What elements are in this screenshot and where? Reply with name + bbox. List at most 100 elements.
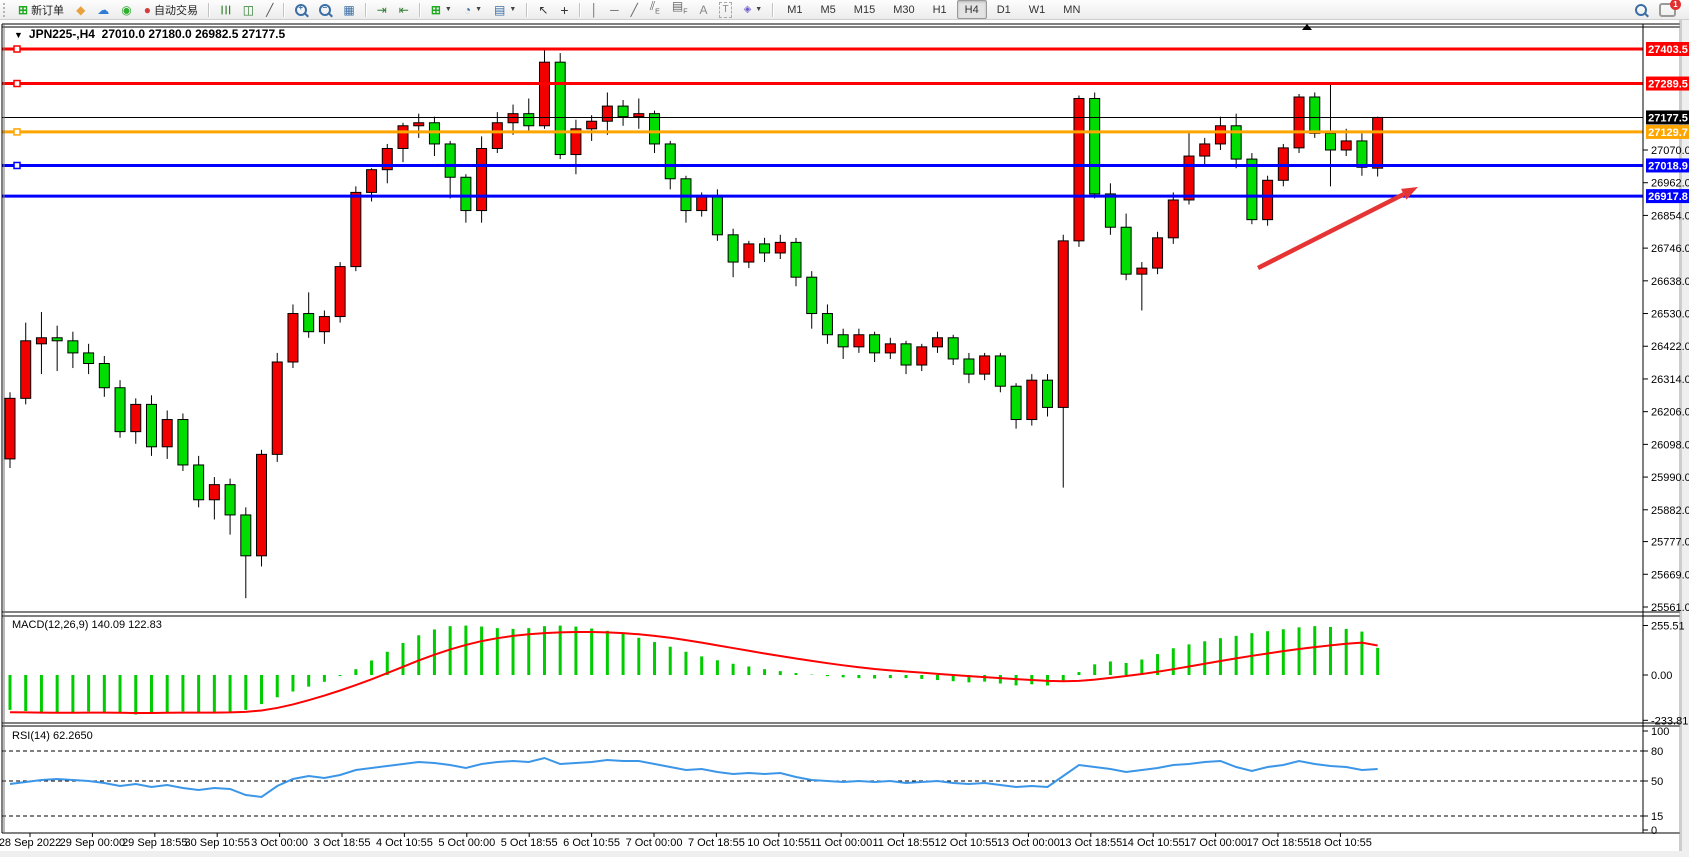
templates-button[interactable]: ▤ ▼ bbox=[489, 0, 521, 19]
candle-up bbox=[4, 397, 16, 460]
new-order-button[interactable]: ⊞ 新订单 bbox=[13, 0, 69, 19]
line-handle[interactable] bbox=[13, 79, 21, 88]
time-tick-label: 30 Sep 10:55 bbox=[184, 837, 249, 849]
candle-up bbox=[586, 120, 598, 130]
tab-timeframe-M5[interactable]: M5 bbox=[820, 3, 836, 16]
candle-down bbox=[114, 387, 126, 433]
candle-down bbox=[947, 337, 959, 360]
toolbar: ⊞ 新订单 ◆ ☁ ◉ ● 自动交易 ☰ ◫ ╱ + − bbox=[0, 0, 1689, 20]
text-button[interactable]: A bbox=[694, 0, 712, 19]
candle-down bbox=[240, 514, 252, 557]
line-handle[interactable] bbox=[13, 45, 21, 53]
rsi-scale-label: 15 bbox=[1651, 811, 1663, 823]
candle-down bbox=[821, 313, 833, 336]
periods-button[interactable]: ◔ ▼ bbox=[459, 0, 487, 19]
rsi-panel bbox=[2, 750, 1643, 817]
new-order-label: 新订单 bbox=[31, 4, 65, 17]
trend-arrow-head[interactable] bbox=[1401, 187, 1418, 200]
candle-up bbox=[397, 125, 409, 149]
price-badge-label: 27403.5 bbox=[1648, 44, 1688, 56]
timeframe-group: M1 M5 M15 M30 H1 H4 D1 W1 MN bbox=[778, 0, 1089, 19]
tab-timeframe-MN[interactable]: MN bbox=[1063, 3, 1081, 16]
auto-scroll-button[interactable]: ⇥ bbox=[372, 0, 392, 19]
candle-down bbox=[1120, 226, 1132, 275]
line-handle[interactable] bbox=[13, 161, 21, 170]
chart-shift-marker[interactable] bbox=[1302, 24, 1312, 30]
signals-icon: ◉ bbox=[121, 2, 132, 17]
notification-badge: 1 bbox=[1670, 0, 1681, 10]
candle-down bbox=[193, 464, 205, 501]
trendline-button[interactable]: ╱ bbox=[626, 0, 643, 19]
price-tick-label: 25777.0 bbox=[1651, 537, 1689, 549]
profile-button[interactable]: ☁ bbox=[92, 0, 114, 19]
arrows-shapes-button[interactable]: ◈ ▼ bbox=[739, 0, 768, 19]
tab-timeframe-M30[interactable]: M30 bbox=[893, 3, 915, 16]
line-handle[interactable] bbox=[13, 128, 21, 136]
horizontal-line-icon: ─ bbox=[610, 2, 619, 17]
candle-down bbox=[963, 358, 975, 375]
candle-down bbox=[554, 61, 566, 156]
equidistant-channel-button[interactable]: ⫽E bbox=[645, 0, 665, 19]
notifications-button[interactable]: 1 bbox=[1654, 0, 1681, 19]
macd-indicator-label: MACD(12,26,9) 140.09 122.83 bbox=[12, 619, 162, 631]
candle-up bbox=[916, 346, 928, 366]
text-label-icon: T bbox=[719, 1, 732, 18]
new-chart-button[interactable]: ◆ bbox=[71, 0, 90, 19]
cursor-icon: ↖ bbox=[538, 2, 549, 17]
zoom-in-button[interactable]: + bbox=[290, 0, 312, 19]
line-chart-icon: ╱ bbox=[266, 2, 274, 17]
candle-down bbox=[1010, 385, 1022, 421]
macd-signal-line bbox=[9, 630, 1378, 714]
signals-button[interactable]: ◉ bbox=[116, 0, 136, 19]
candle-up bbox=[476, 147, 488, 212]
candle-down bbox=[1309, 96, 1321, 134]
candle-down bbox=[1089, 98, 1101, 195]
price-tick-label: 26962.0 bbox=[1651, 178, 1689, 190]
macd-scale-label: 0.00 bbox=[1651, 670, 1672, 682]
price-badge-label: 27289.5 bbox=[1648, 79, 1688, 91]
bar-chart-button[interactable]: ☰ bbox=[215, 0, 236, 19]
candle-down bbox=[1356, 140, 1368, 168]
right-scrollbar[interactable] bbox=[1681, 20, 1689, 857]
cursor-button[interactable]: ↖ bbox=[533, 0, 553, 19]
tab-timeframe-W1[interactable]: W1 bbox=[1028, 3, 1046, 16]
symbol-dropdown-icon[interactable]: ▼ bbox=[14, 30, 23, 40]
trend-arrow[interactable] bbox=[1256, 192, 1405, 271]
rsi-scale-label: 80 bbox=[1651, 746, 1663, 758]
time-tick-label: 29 Sep 18:55 bbox=[122, 837, 187, 849]
search-button[interactable] bbox=[1630, 0, 1652, 19]
candle-down bbox=[711, 194, 723, 236]
candlestick-icon: ◫ bbox=[242, 2, 255, 17]
tab-timeframe-M1[interactable]: M1 bbox=[787, 3, 803, 16]
tile-windows-icon: ▦ bbox=[343, 2, 355, 17]
price-badge-label: 27177.5 bbox=[1648, 112, 1688, 124]
autotrading-button[interactable]: ● 自动交易 bbox=[139, 0, 203, 19]
text-label-button[interactable]: T bbox=[714, 0, 736, 19]
tab-timeframe-D1[interactable]: D1 bbox=[996, 3, 1011, 16]
candlestick-button[interactable]: ◫ bbox=[238, 0, 259, 19]
candle-up bbox=[853, 334, 865, 348]
line-chart-button[interactable]: ╱ bbox=[261, 0, 278, 19]
tab-timeframe-H1[interactable]: H1 bbox=[932, 3, 947, 16]
tab-timeframe-M15[interactable]: M15 bbox=[853, 3, 876, 16]
crosshair-button[interactable]: + bbox=[555, 0, 573, 19]
candle-down bbox=[1104, 193, 1116, 228]
fibonacci-button[interactable]: ▤F bbox=[667, 0, 693, 19]
price-tick-label: 25669.0 bbox=[1651, 569, 1689, 581]
candle-up bbox=[1214, 125, 1226, 145]
price-tick-label: 26314.0 bbox=[1651, 374, 1689, 386]
add-indicator-button[interactable]: ⊞ ▼ bbox=[426, 0, 457, 19]
tile-windows-button[interactable]: ▦ bbox=[338, 0, 359, 19]
tab-timeframe-H4[interactable]: H4 bbox=[956, 0, 987, 19]
equidistant-channel-icon: ⫽E bbox=[649, 0, 660, 16]
zoom-out-button[interactable]: − bbox=[314, 0, 336, 19]
horizontal-line-button[interactable]: ─ bbox=[605, 0, 624, 19]
candle-up bbox=[884, 343, 896, 354]
vertical-line-button[interactable]: │ bbox=[586, 0, 604, 19]
candle-down bbox=[900, 343, 912, 366]
autotrading-icon: ● bbox=[143, 2, 152, 17]
chart-shift-button[interactable]: ⇤ bbox=[394, 0, 414, 19]
toolbar-grip[interactable] bbox=[3, 2, 9, 17]
zoom-in-icon: + bbox=[295, 3, 308, 16]
